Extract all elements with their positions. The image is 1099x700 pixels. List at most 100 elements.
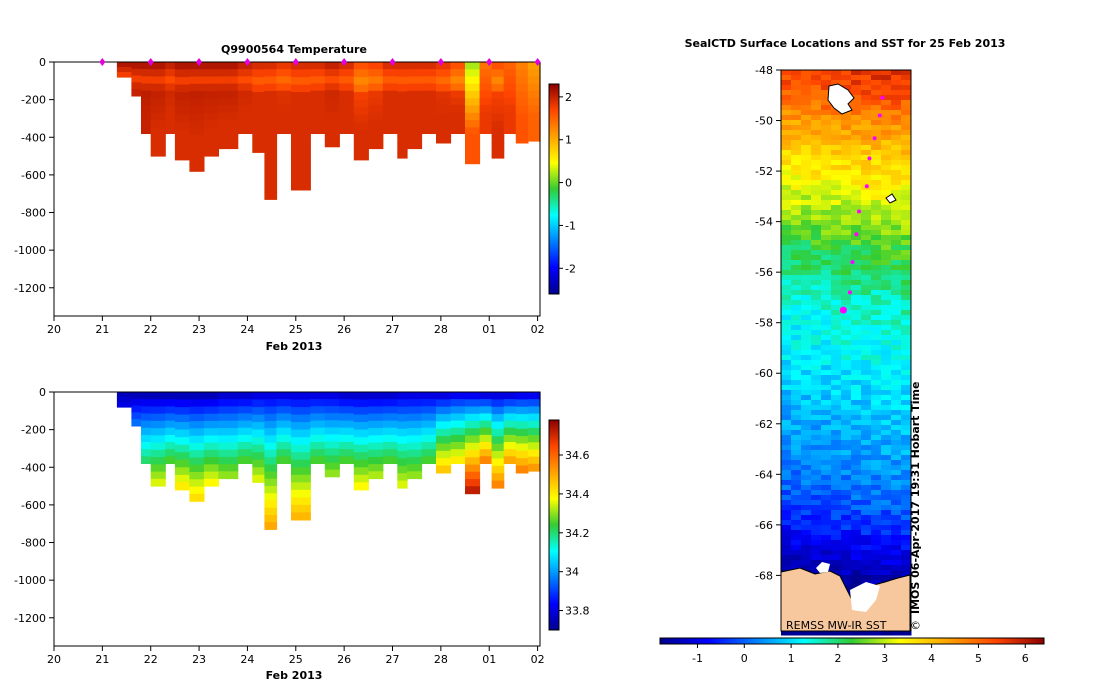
salinity-cell bbox=[353, 482, 369, 491]
sst-cell bbox=[861, 370, 872, 376]
temperature-cell bbox=[174, 77, 190, 86]
sst-cell bbox=[831, 240, 842, 246]
temperature-cell bbox=[503, 104, 517, 113]
sst-cell bbox=[891, 310, 902, 316]
sst-cell bbox=[831, 340, 842, 346]
sst-cell bbox=[821, 280, 832, 286]
temperature-cell bbox=[465, 62, 481, 70]
sst-cell bbox=[851, 275, 862, 281]
temperature-cell bbox=[491, 62, 505, 70]
sst-cell bbox=[851, 530, 862, 536]
temperature-cell bbox=[218, 83, 239, 92]
sst-cell bbox=[831, 180, 842, 186]
sst-cell bbox=[781, 155, 792, 161]
salinity-cell bbox=[479, 449, 493, 457]
salinity-colorbar-label: 34.6 bbox=[565, 449, 590, 462]
sst-cell bbox=[801, 255, 812, 261]
salinity-cell bbox=[203, 442, 219, 451]
sst-cell bbox=[861, 115, 872, 121]
sst-cell bbox=[841, 145, 852, 151]
salinity-cell bbox=[450, 413, 466, 422]
sst-cell bbox=[901, 170, 912, 176]
latitude-tick-label: -48 bbox=[755, 64, 773, 77]
sst-cell bbox=[851, 85, 862, 91]
sst-cell bbox=[781, 85, 792, 91]
sst-cell bbox=[841, 440, 852, 446]
sst-cell bbox=[851, 350, 862, 356]
salinity-cell bbox=[353, 474, 369, 483]
sst-cell bbox=[861, 430, 872, 436]
temperature-cell bbox=[276, 97, 292, 106]
sst-cell bbox=[831, 440, 842, 446]
sst-cell bbox=[791, 290, 802, 296]
temperature-cell bbox=[421, 69, 437, 77]
sst-cell bbox=[881, 335, 892, 341]
temperature-profile bbox=[165, 62, 176, 134]
sst-cell bbox=[811, 490, 822, 496]
temperature-cell bbox=[252, 99, 265, 108]
temperature-cell bbox=[479, 126, 493, 134]
sst-cell bbox=[901, 495, 912, 501]
sst-cell bbox=[791, 325, 802, 331]
sst-cell bbox=[861, 555, 872, 561]
sst-cell bbox=[821, 85, 832, 91]
temperature-cell bbox=[503, 97, 517, 106]
sst-cell bbox=[871, 245, 882, 251]
temperature-cell bbox=[291, 152, 311, 161]
sst-cell bbox=[871, 355, 882, 361]
sst-cell bbox=[781, 175, 792, 181]
salinity-cell bbox=[174, 474, 190, 483]
sst-cell bbox=[801, 160, 812, 166]
sst-cell bbox=[861, 70, 872, 76]
sst-cell bbox=[871, 130, 882, 136]
sst-cell bbox=[821, 435, 832, 441]
sst-cell bbox=[861, 230, 872, 236]
salinity-cell bbox=[324, 406, 340, 414]
sst-cell bbox=[831, 320, 842, 326]
temperature-cell bbox=[150, 148, 166, 157]
sst-cell bbox=[811, 370, 822, 376]
sst-cell bbox=[841, 580, 852, 586]
sst-cell bbox=[801, 200, 812, 206]
sst-cell bbox=[791, 395, 802, 401]
sst-cell bbox=[861, 470, 872, 476]
sst-cell bbox=[851, 245, 862, 251]
salinity-cell bbox=[252, 437, 265, 446]
temperature-cell bbox=[450, 83, 466, 92]
salinity-cell bbox=[189, 464, 205, 473]
temperature-cell bbox=[264, 163, 278, 171]
salinity-cell bbox=[450, 442, 466, 450]
sst-cell bbox=[801, 315, 812, 321]
sst-cell bbox=[901, 265, 912, 271]
salinity-cell bbox=[382, 456, 398, 464]
sst-cell bbox=[861, 250, 872, 256]
sst-cell bbox=[891, 205, 902, 211]
sst-cell bbox=[791, 450, 802, 456]
salinity-cell bbox=[436, 428, 452, 437]
salinity-cell bbox=[436, 392, 452, 400]
sst-cell bbox=[811, 380, 822, 386]
sst-cell bbox=[891, 235, 902, 241]
salinity-cell bbox=[491, 458, 505, 467]
sst-cell bbox=[861, 420, 872, 426]
sst-cell bbox=[901, 385, 912, 391]
salinity-cell bbox=[382, 442, 398, 450]
temperature-cell bbox=[465, 112, 481, 121]
sst-cell bbox=[861, 120, 872, 126]
sst-cell bbox=[881, 500, 892, 506]
salinity-cell bbox=[491, 451, 505, 459]
sst-cell bbox=[811, 335, 822, 341]
salinity-cells bbox=[116, 392, 541, 530]
sst-cell bbox=[831, 155, 842, 161]
salinity-cell bbox=[174, 399, 190, 408]
sst-cell bbox=[781, 135, 792, 141]
temperature-x-tick-label: 02 bbox=[531, 323, 545, 336]
sst-cell bbox=[811, 170, 822, 176]
sst-cell bbox=[881, 425, 892, 431]
sst-cell bbox=[851, 470, 862, 476]
salinity-cell bbox=[465, 457, 481, 466]
temperature-cell bbox=[252, 77, 265, 86]
temperature-cell bbox=[165, 112, 176, 120]
temperature-cell bbox=[310, 119, 326, 127]
sst-cell bbox=[861, 330, 872, 336]
